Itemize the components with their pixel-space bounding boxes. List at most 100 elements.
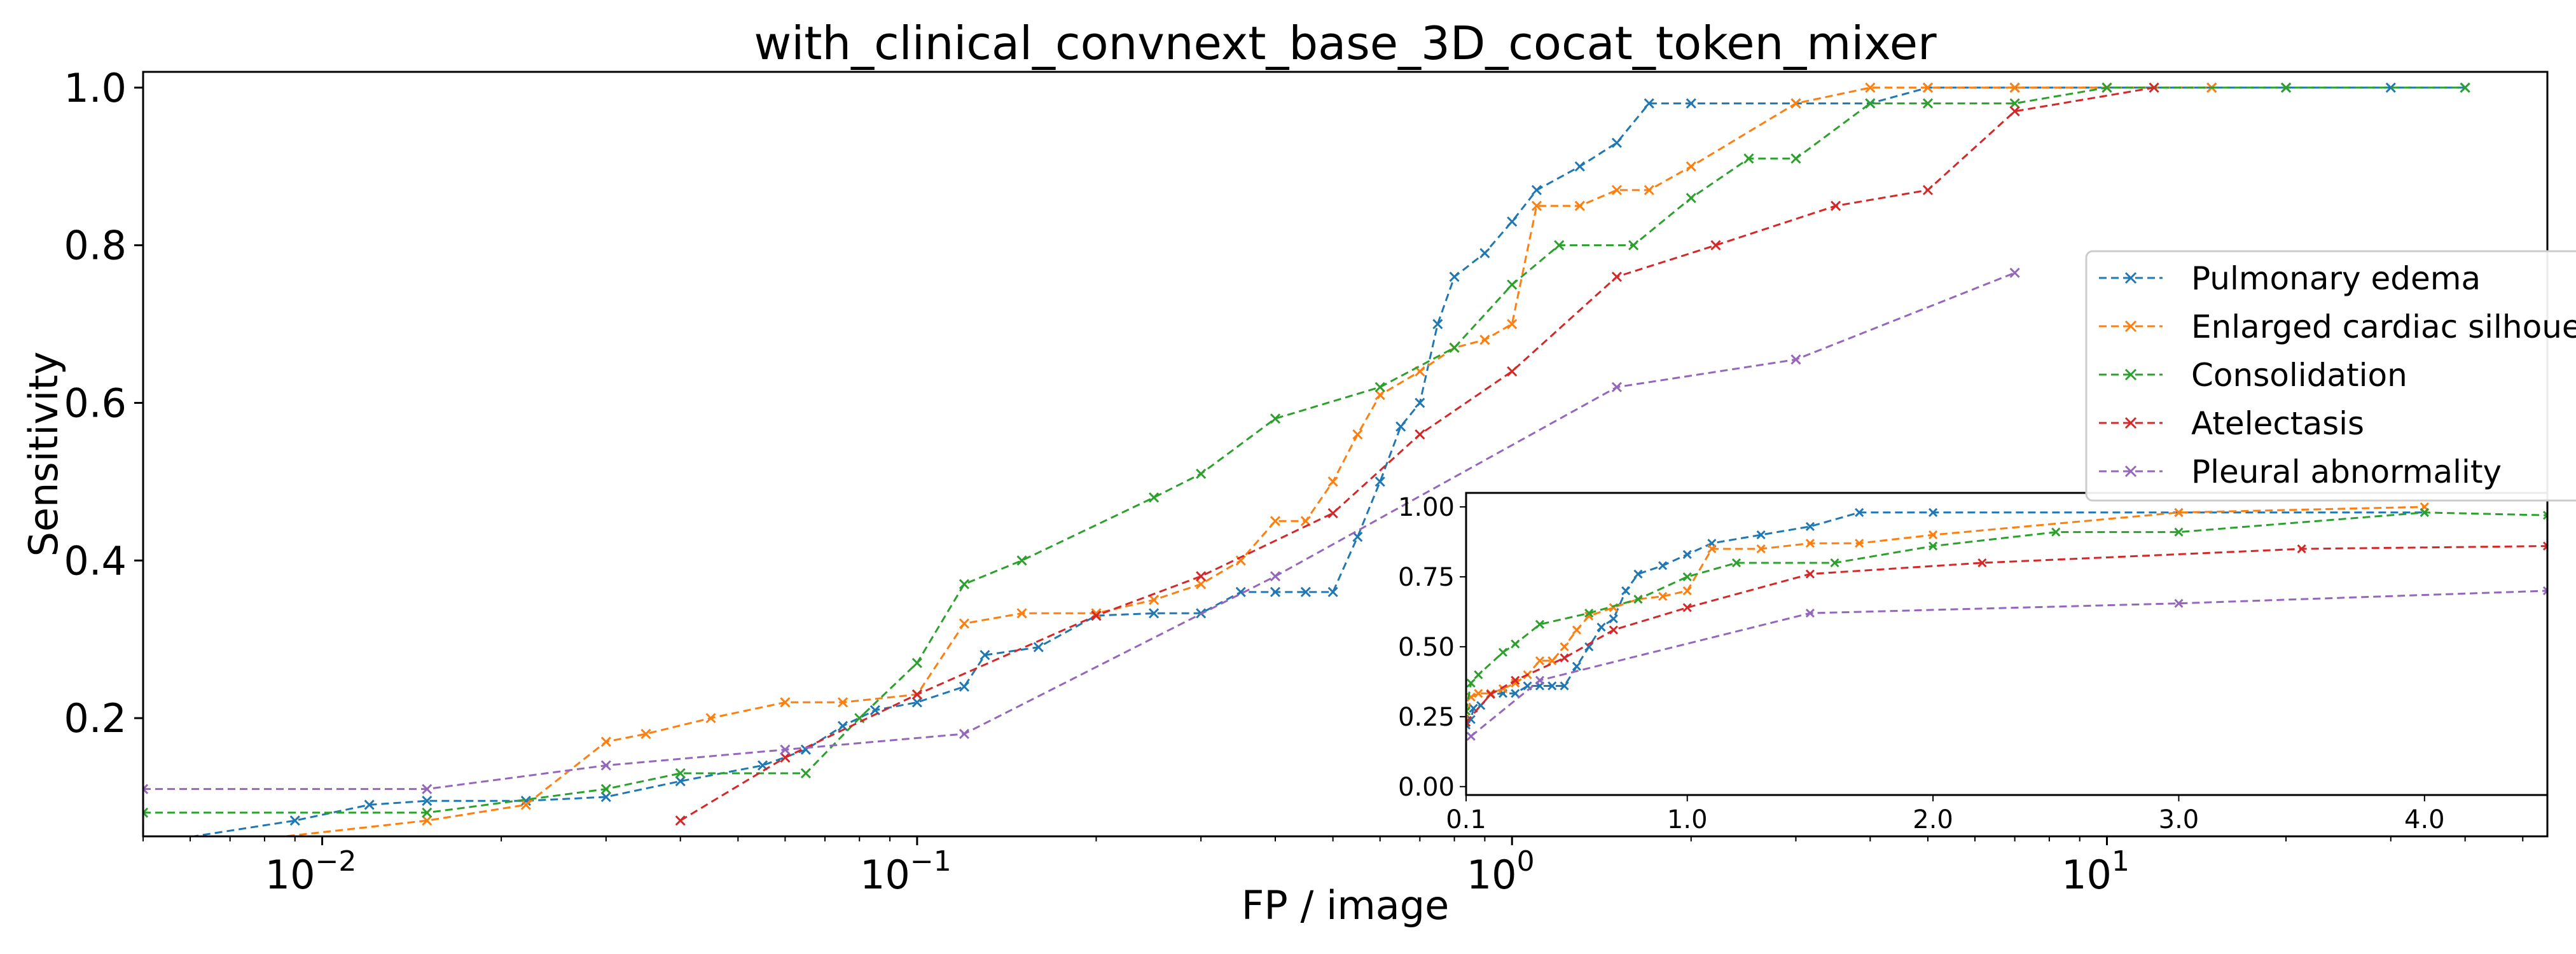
inset-data-point — [1474, 689, 1483, 698]
inset-x-tick-label: 0.1 — [1446, 805, 1486, 834]
inset-data-point — [1609, 614, 1618, 623]
data-point — [1743, 153, 1754, 164]
inset-data-point — [2174, 598, 2184, 608]
data-point — [600, 791, 611, 803]
inset-data-point — [1572, 625, 1581, 635]
data-point — [1574, 200, 1585, 211]
data-point — [1865, 98, 1876, 109]
inset-x-tick-label: 4.0 — [2404, 805, 2445, 834]
legend-marker — [2124, 417, 2137, 429]
chart-title: with_clinical_convnext_base_3D_cocat_tok… — [754, 17, 1937, 70]
data-point — [780, 752, 791, 763]
inset-y-tick-label: 0.75 — [1398, 563, 1455, 592]
inset-data-point — [1584, 642, 1594, 651]
inset-data-point — [1658, 591, 1668, 601]
y-tick-label: 0.2 — [64, 695, 127, 742]
inset-data-point — [1929, 530, 1938, 540]
data-point — [959, 579, 970, 590]
data-point — [1628, 240, 1639, 251]
data-point — [2009, 98, 2020, 109]
data-point — [1449, 272, 1460, 282]
data-point — [837, 721, 848, 731]
data-point — [675, 768, 686, 778]
inset-x-tick-label: 2.0 — [1913, 805, 1953, 834]
data-point — [1091, 610, 1102, 621]
inset-data-point — [1621, 586, 1631, 595]
inset-data-point — [1682, 572, 1692, 582]
inset-data-point — [2297, 544, 2306, 554]
data-point — [1710, 240, 1721, 251]
data-point — [1686, 193, 1696, 204]
data-point — [600, 760, 611, 771]
inset-data-point — [1855, 508, 1864, 517]
inset-series-atelectasis — [1466, 541, 2547, 727]
data-point — [911, 689, 922, 700]
inset-series-line — [1466, 511, 2547, 712]
data-point — [1395, 421, 1406, 432]
data-point — [705, 713, 716, 724]
inset-data-point — [1466, 679, 1476, 688]
inset-data-point — [1805, 609, 1815, 618]
data-point — [1149, 492, 1160, 503]
data-point — [422, 784, 433, 794]
inset-data-point — [1511, 689, 1520, 698]
data-point — [1507, 216, 1518, 227]
inset-data-point — [1535, 619, 1544, 629]
data-point — [1531, 184, 1542, 195]
data-point — [1327, 476, 1338, 487]
inset-data-point — [1466, 731, 1476, 741]
inset-data-point — [1535, 675, 1544, 685]
legend-label: Enlarged cardiac silhouette — [2191, 308, 2576, 345]
inset-data-point — [1596, 623, 1606, 632]
data-point — [1479, 247, 1490, 259]
data-point — [143, 784, 149, 794]
inset-data-point — [2542, 511, 2547, 520]
data-point — [1831, 200, 1841, 211]
inset-data-point — [1548, 681, 1557, 691]
data-point — [2009, 82, 2020, 93]
inset-data-point — [1498, 647, 1508, 657]
inset-data-point — [1731, 558, 1742, 568]
series-consolidation — [143, 82, 2470, 818]
data-point — [1790, 153, 1801, 164]
inset-plot: 0.00 0.25 0.50 0.75 1.00 0.1 1.0 2.0 3.0 4.0 — [1398, 492, 2549, 834]
inset-data-point — [1466, 717, 1471, 727]
legend-item-atelectasis: Atelectasis — [2099, 405, 2364, 442]
inset-data-point — [1511, 679, 1520, 688]
data-point — [1644, 184, 1654, 195]
series-line — [679, 86, 2154, 822]
data-point — [1611, 184, 1622, 195]
y-axis-label: Sensitivity — [20, 352, 67, 557]
inset-data-point — [2174, 508, 2184, 517]
data-point — [1449, 342, 1460, 353]
inset-data-point — [1511, 675, 1520, 685]
data-point — [1352, 532, 1363, 543]
data-point — [2149, 82, 2159, 93]
inset-data-point — [1535, 656, 1544, 665]
data-point — [2009, 267, 2020, 279]
inset-data-point — [1466, 715, 1476, 724]
inset-data-point — [1609, 625, 1618, 635]
inset-data-point — [1682, 550, 1692, 559]
data-point — [1270, 586, 1281, 597]
data-point — [1922, 82, 1934, 93]
inset-x-tick-label: 3.0 — [2159, 805, 2199, 834]
data-point — [1686, 161, 1696, 172]
legend-marker — [2124, 368, 2137, 381]
inset-data-point — [1805, 539, 1815, 548]
data-point — [520, 799, 531, 810]
inset-y-tick-label: 0.00 — [1398, 773, 1455, 802]
inset-y-tick-label: 0.25 — [1398, 703, 1455, 732]
data-point — [1300, 586, 1311, 597]
data-point — [837, 697, 848, 708]
data-point — [1196, 468, 1207, 480]
data-point — [600, 784, 611, 794]
data-point — [1644, 98, 1654, 109]
data-point — [1149, 608, 1160, 619]
data-point — [600, 736, 611, 747]
y-tick-label: 1.0 — [64, 65, 127, 111]
data-point — [959, 681, 970, 692]
inset-data-point — [1548, 656, 1557, 665]
data-point — [641, 728, 651, 739]
inset-data-point — [1560, 642, 1569, 651]
